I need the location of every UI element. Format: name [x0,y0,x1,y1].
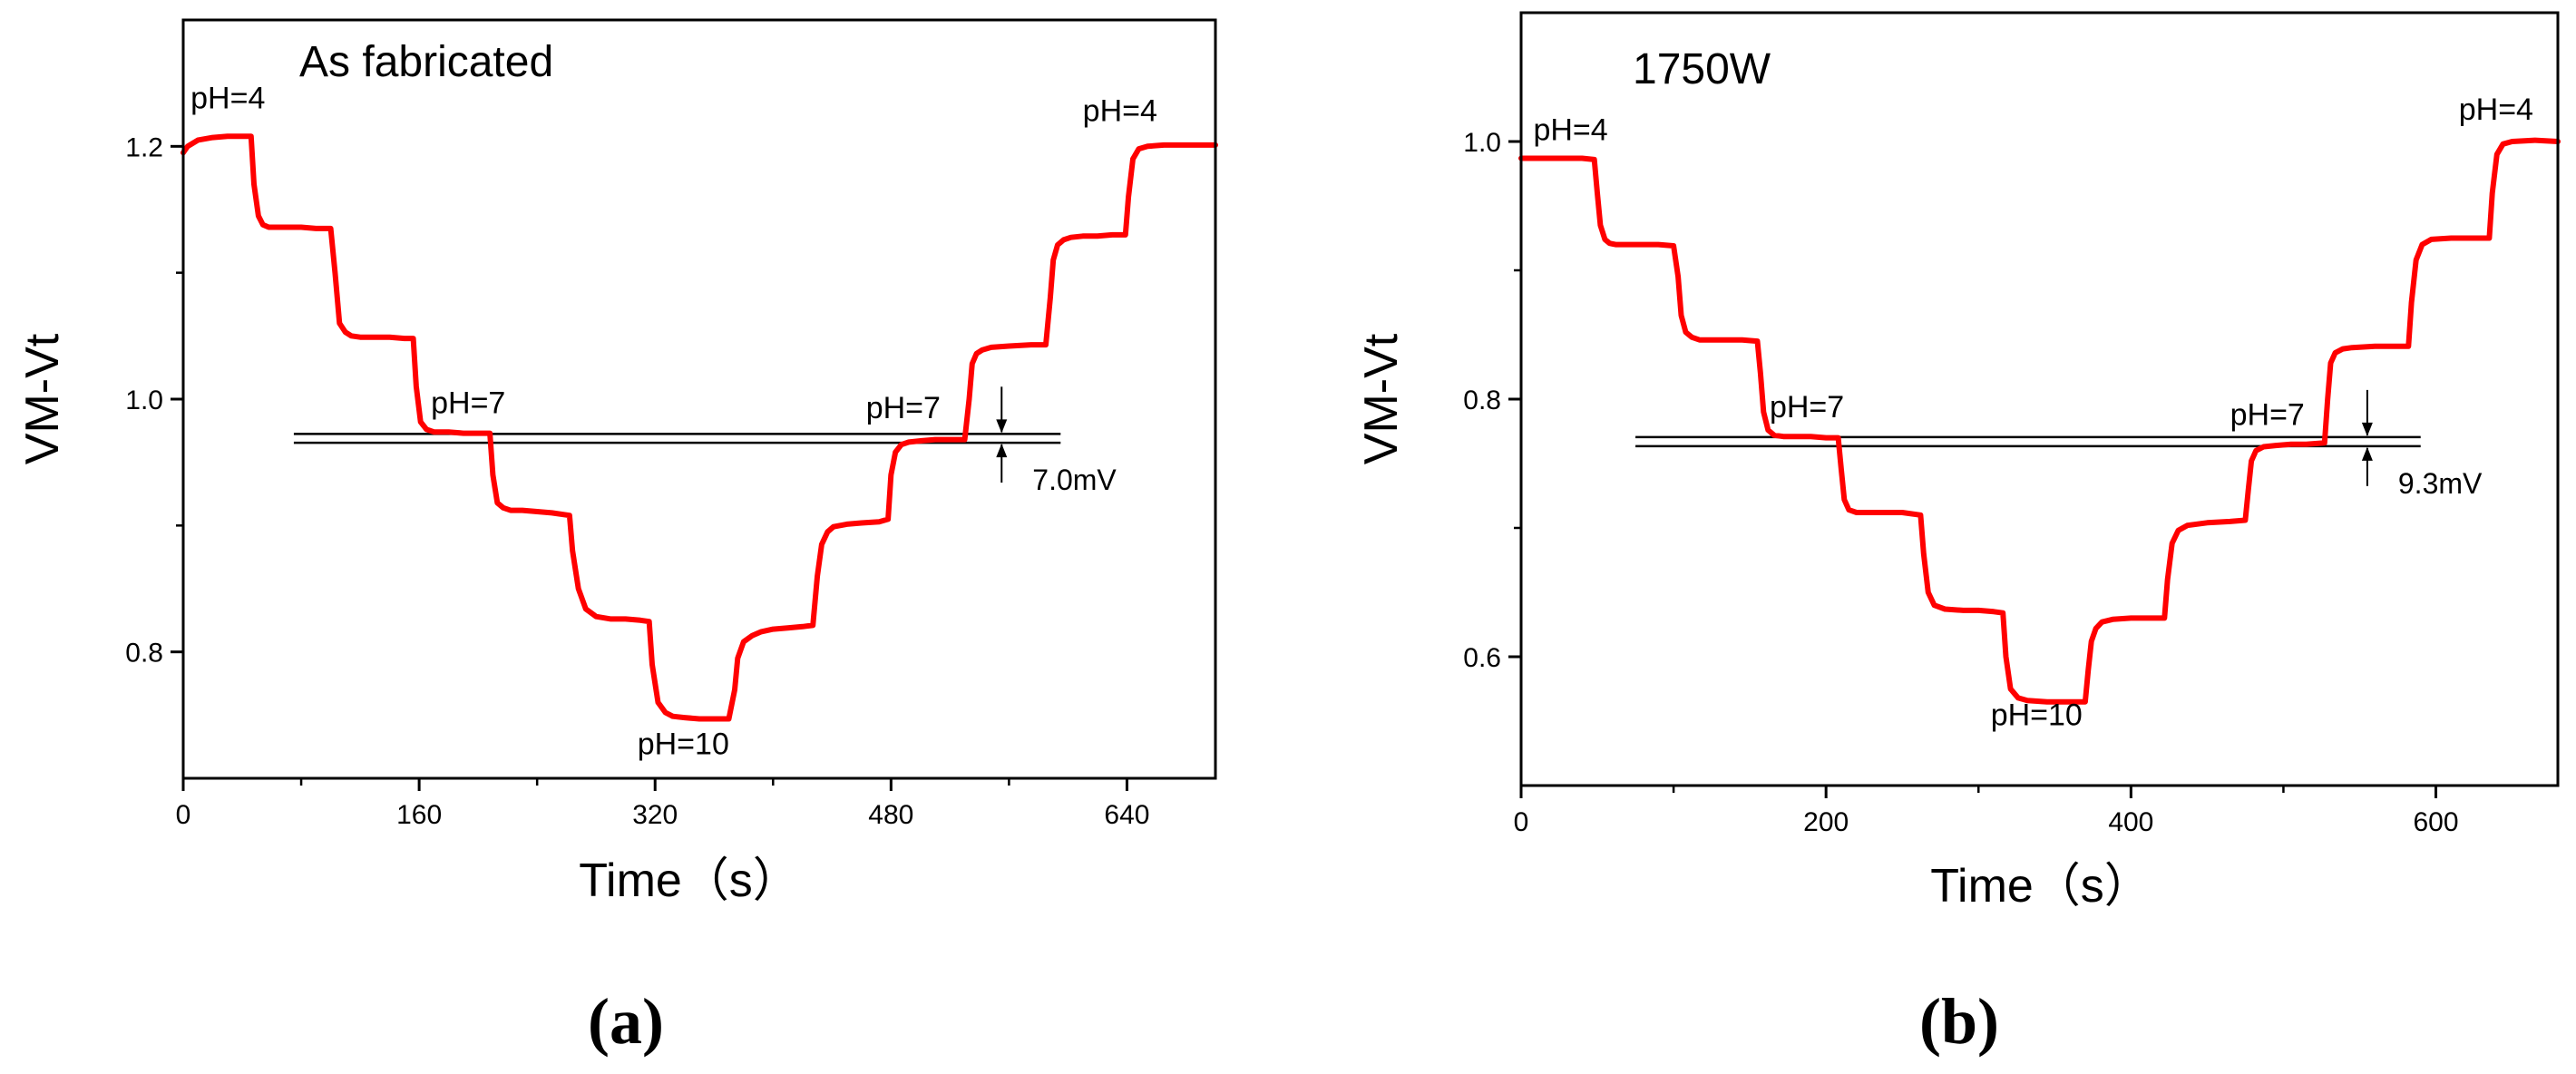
arrow-down-icon [2361,422,2373,436]
x-tick-label: 0 [1514,807,1529,837]
arrow-up-icon [996,444,1008,458]
data-line [1518,137,2561,705]
x-tick-label: 640 [1104,800,1149,830]
y-tick-label: 1.0 [125,386,163,415]
x-tick-label: 0 [176,800,191,830]
ph-annotation: pH=7 [431,386,505,420]
series-line [181,133,1218,722]
series-line [1518,137,2561,705]
chart-title: 1750W [1633,45,1771,93]
axis-ticks: 0 200 400 600 0.6 0.8 1.0 [1463,128,2458,837]
x-tick-label: 320 [632,800,678,830]
x-tick-label: 200 [1803,807,1849,837]
y-axis-label: VM-Vt [16,333,69,464]
reference-lines [293,433,1061,444]
ph-annotation: pH=7 [1770,390,1844,425]
panel-caption: (a) [588,985,664,1058]
x-tick-label: 400 [2108,807,2153,837]
delta-label: 9.3mV [2398,467,2483,500]
delta-marker: 7.0mV [996,386,1117,496]
x-tick-label: 600 [2413,807,2458,837]
y-tick-label: 0.8 [125,639,163,669]
annotations: pH=4 pH=4 pH=7 pH=7 pH=10 [190,82,1157,762]
ph-annotation: pH=4 [2459,93,2533,127]
x-axis-label: Time（s） [1930,860,2152,913]
data-line [181,133,1218,722]
arrow-down-icon [996,419,1008,434]
ph-annotation: pH=4 [1533,113,1607,148]
delta-label: 7.0mV [1032,464,1117,496]
ph-annotation: pH=7 [2230,397,2305,432]
panel-caption: (b) [1919,985,1999,1058]
y-tick-label: 0.6 [1463,643,1501,673]
chart-title: As fabricated [299,38,553,86]
y-tick-label: 1.2 [125,132,163,162]
ph-annotation: pH=4 [1083,93,1157,128]
y-tick-label: 0.8 [1463,386,1501,415]
y-axis-label: VM-Vt [1355,333,1408,464]
ph-annotation: pH=4 [190,82,265,116]
x-tick-label: 160 [396,800,442,830]
arrow-up-icon [2361,446,2373,461]
ph-annotation: pH=10 [1991,698,2083,732]
delta-marker: 9.3mV [2361,389,2483,500]
ph-annotation: pH=10 [638,727,729,762]
axis-ticks: 0 160 320 480 640 0.8 1.0 1.2 [125,132,1149,830]
x-tick-label: 480 [868,800,913,830]
ph-annotation: pH=7 [866,391,941,425]
annotations: pH=4 pH=4 pH=7 pH=7 pH=10 [1533,93,2533,732]
x-axis-label: Time（s） [579,854,800,907]
y-tick-label: 1.0 [1463,128,1501,158]
